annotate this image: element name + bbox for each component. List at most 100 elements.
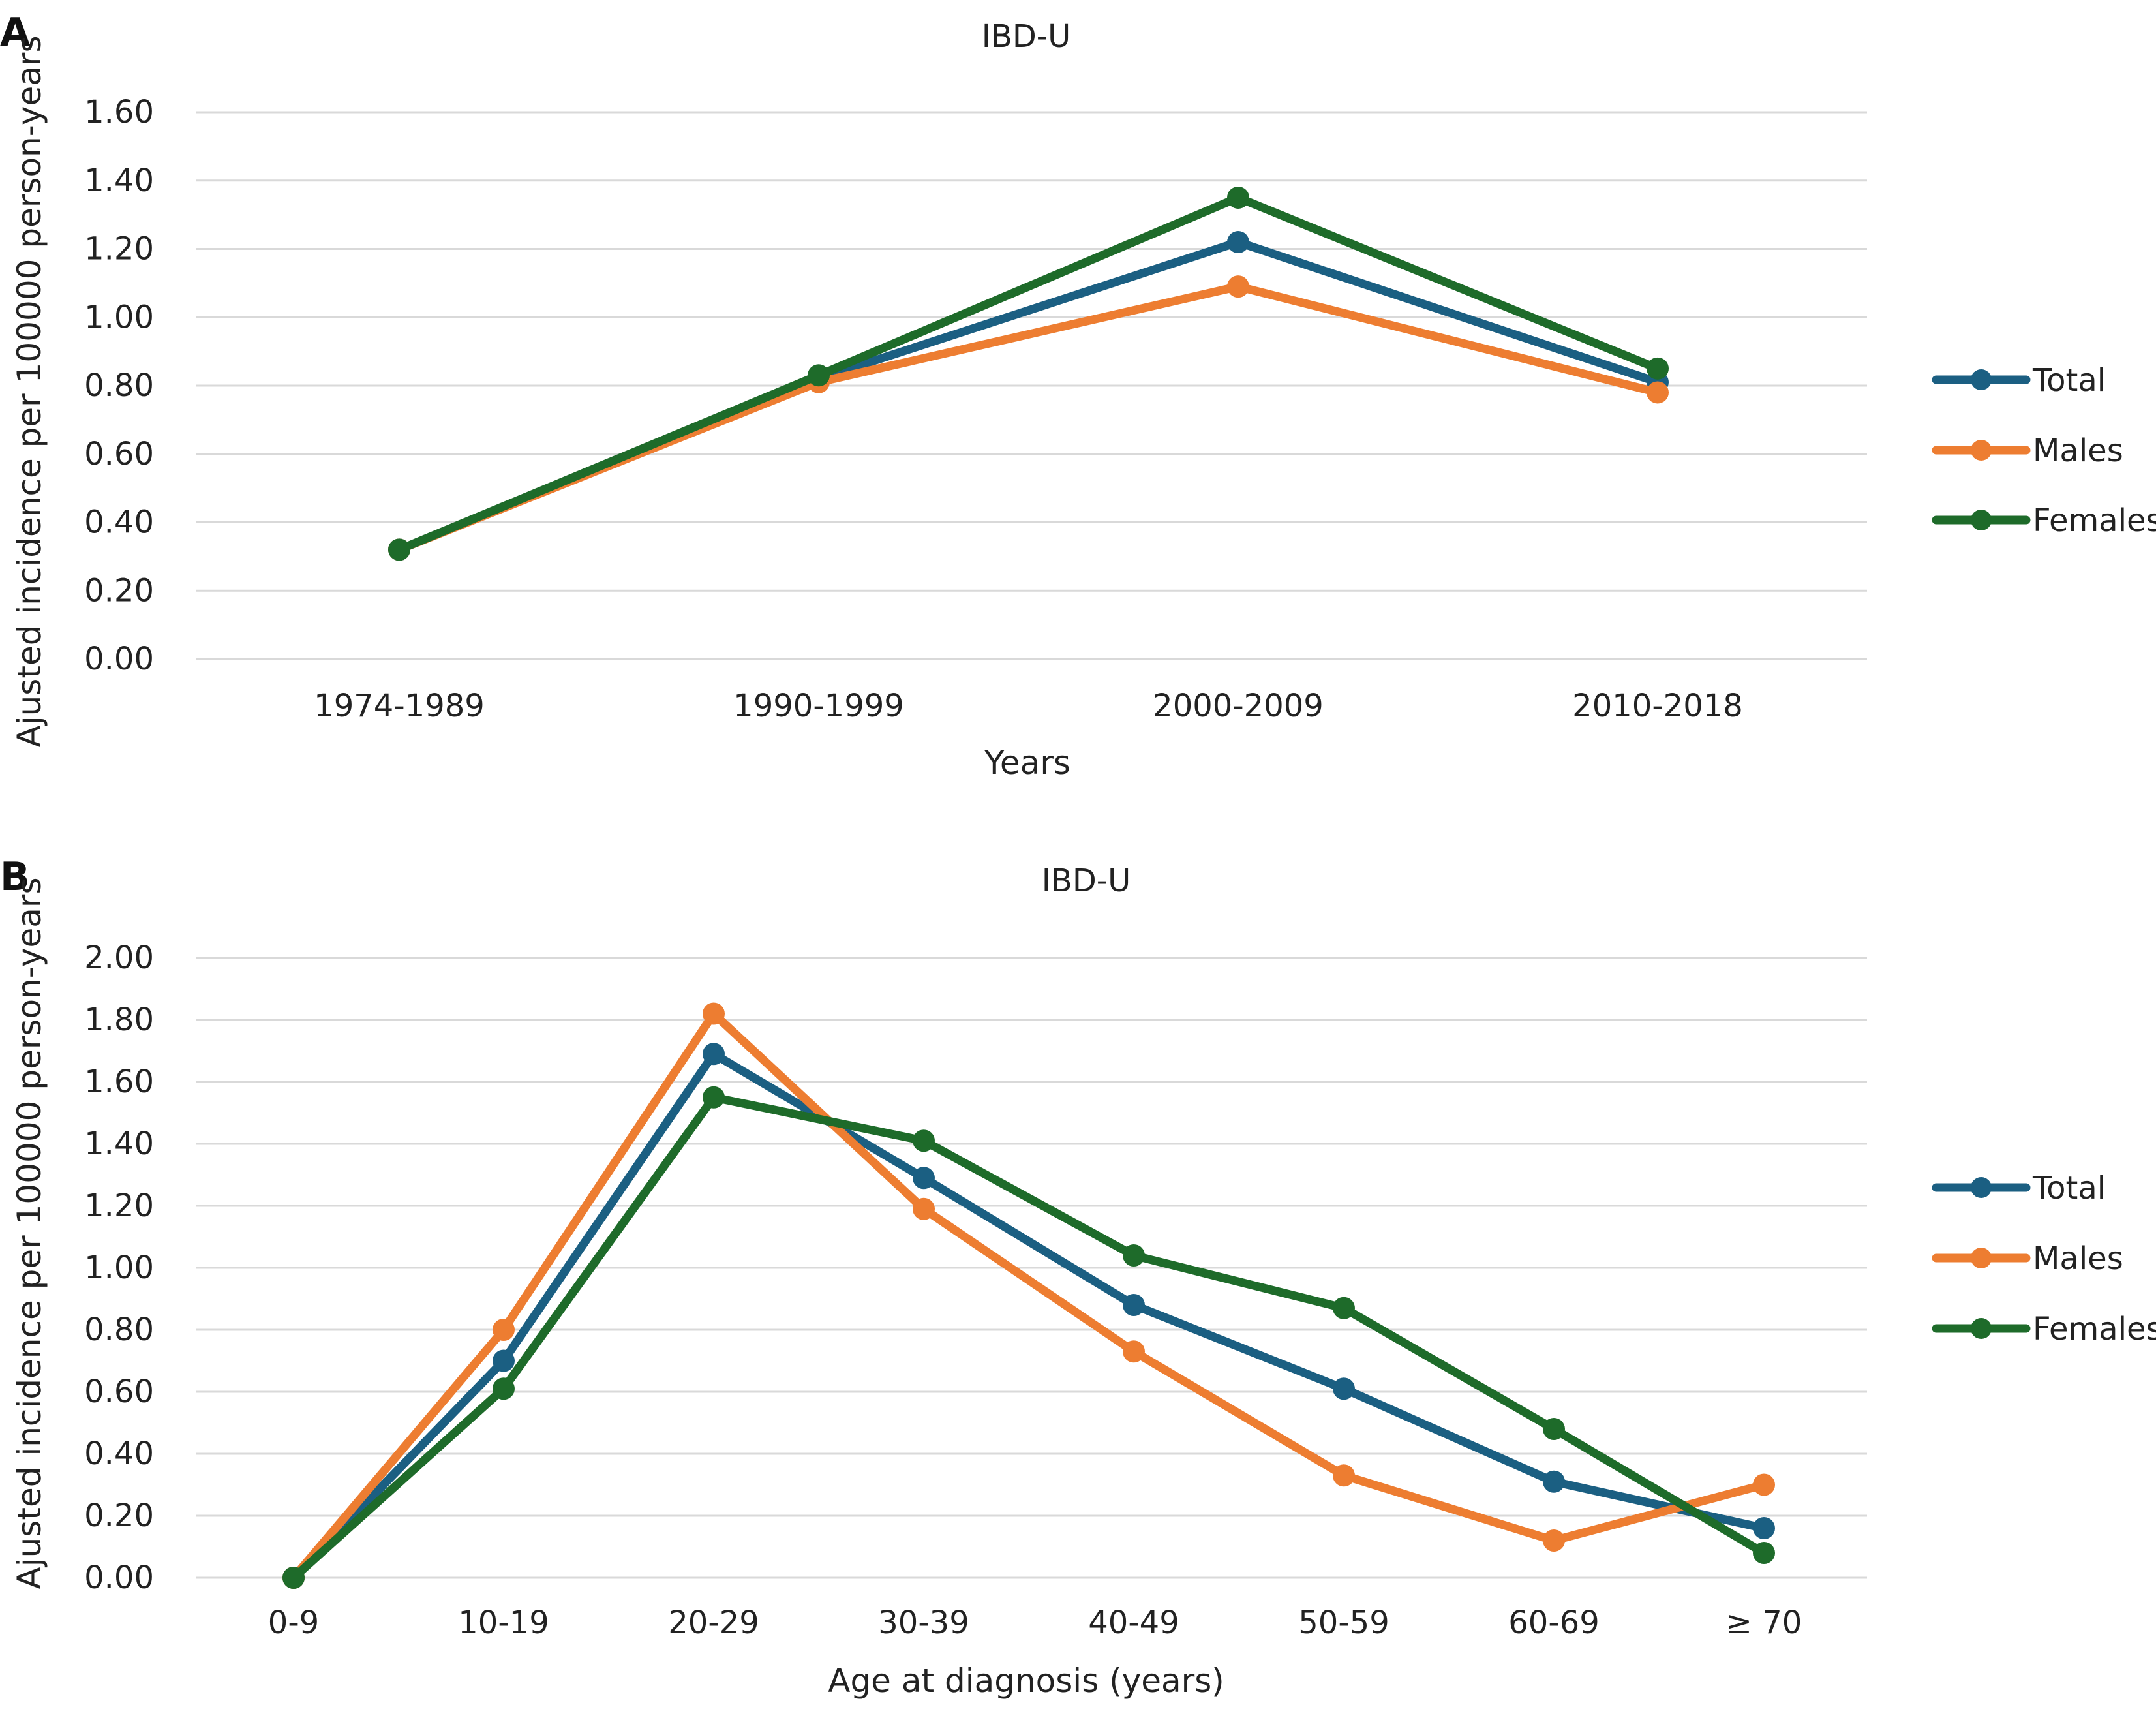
y-axis-title: Ajusted incidence per 100000 person-year… [10, 36, 48, 748]
y-tick-label: 1.00 [84, 299, 154, 335]
x-tick-label: 10-19 [458, 1605, 549, 1641]
y-tick-label: 1.60 [84, 1064, 154, 1100]
legend-label: Total [2032, 1170, 2106, 1206]
x-tick-label: 30-39 [878, 1605, 969, 1641]
data-point [1333, 1377, 1355, 1400]
legend-item-females: Females [1932, 502, 2156, 539]
data-point [913, 1197, 935, 1220]
y-tick-label: 0.40 [84, 1436, 154, 1472]
x-tick-label: 20-29 [668, 1605, 759, 1641]
y-tick-label: 2.00 [84, 940, 154, 976]
legend-label: Males [2033, 433, 2123, 469]
chart-title: IBD-U [1042, 863, 1131, 899]
data-point [1123, 1294, 1145, 1316]
legend-label: Total [2032, 362, 2106, 399]
x-axis-title: Age at diagnosis (years) [828, 1662, 1224, 1700]
y-axis-title: Ajusted incidence per 100000 person-year… [10, 878, 48, 1589]
legend-label: Females [2033, 502, 2156, 539]
legend-item-total: Total [1932, 1170, 2106, 1206]
data-point [1123, 1340, 1145, 1363]
legend-swatch-marker [1971, 440, 1992, 461]
y-tick-label: 0.80 [84, 1312, 154, 1348]
data-point [388, 538, 410, 561]
x-tick-label: 40-49 [1088, 1605, 1179, 1641]
y-tick-labels: 0.00 0.20 0.40 0.60 0.80 1.00 1.20 1.40 1.60 [84, 94, 154, 677]
y-tick-label: 1.40 [84, 162, 154, 199]
series-females [388, 186, 1669, 561]
data-point [1227, 231, 1249, 254]
data-point [1123, 1244, 1145, 1267]
data-point [493, 1377, 515, 1400]
legend-swatch-marker [1971, 1248, 1992, 1268]
data-point [1543, 1529, 1565, 1552]
y-tick-labels: 0.00 0.20 0.40 0.60 0.80 1.00 1.20 1.40 1.60 1.80… [84, 940, 154, 1596]
data-point [1227, 186, 1249, 209]
y-tick-label: 0.00 [84, 1559, 154, 1596]
chart-title: IBD-U [982, 18, 1071, 55]
legend-swatch-marker [1971, 1177, 1992, 1198]
series-females [282, 1086, 1775, 1589]
y-tick-label: 1.80 [84, 1002, 154, 1038]
legend: Total Males Females [1932, 362, 2156, 539]
data-point [1753, 1517, 1775, 1539]
legend-label: Males [2033, 1240, 2123, 1277]
y-tick-label: 1.20 [84, 1188, 154, 1224]
legend-item-males: Males [1932, 1240, 2123, 1277]
series-line [395, 193, 1662, 554]
data-point [1333, 1464, 1355, 1487]
y-tick-label: 0.20 [84, 1497, 154, 1534]
legend-label: Females [2033, 1311, 2156, 1347]
legend-swatch-marker [1971, 369, 1992, 390]
series-lines [388, 186, 1669, 561]
data-point [703, 1086, 725, 1109]
y-tick-label: 1.20 [84, 231, 154, 268]
legend-item-total: Total [1932, 362, 2106, 399]
x-tick-label: 2010-2018 [1572, 688, 1743, 724]
y-tick-label: 0.60 [84, 436, 154, 472]
data-point [808, 364, 830, 387]
data-point [703, 1002, 725, 1025]
legend-swatch-marker [1971, 510, 1992, 530]
x-tick-labels: 1974-1989 1990-1999 2000-2009 2010-2018 [314, 688, 1743, 724]
data-point [1647, 381, 1669, 404]
panel-b: B IBD-U Ajusted incidence per 100000 per… [0, 854, 2156, 1700]
data-point [913, 1167, 935, 1190]
x-tick-label: 1974-1989 [314, 688, 485, 724]
x-tick-label: 50-59 [1298, 1605, 1389, 1641]
panel-letter: A [0, 10, 31, 55]
x-tick-label: 1990-1999 [733, 688, 904, 724]
legend-item-females: Females [1932, 1311, 2156, 1347]
data-point [1543, 1470, 1565, 1493]
series-line [289, 1049, 1769, 1582]
data-point [1543, 1418, 1565, 1440]
data-point [282, 1567, 305, 1589]
data-point [493, 1319, 515, 1341]
x-tick-label: ≥ 70 [1726, 1605, 1802, 1641]
y-tick-label: 0.60 [84, 1374, 154, 1410]
y-tick-label: 1.00 [84, 1250, 154, 1286]
panel-a: A IBD-U Ajusted incidence per 100000 per… [0, 10, 2156, 782]
series-lines [282, 1002, 1775, 1589]
x-axis-title: Years [984, 744, 1070, 782]
y-tick-label: 1.60 [84, 94, 154, 131]
x-tick-label: 0-9 [268, 1605, 319, 1641]
legend: Total Males Females [1932, 1170, 2156, 1347]
legend-item-males: Males [1932, 433, 2123, 469]
panel-letter: B [0, 854, 30, 900]
y-tick-label: 1.40 [84, 1126, 154, 1162]
data-point [1753, 1542, 1775, 1564]
x-tick-label: 2000-2009 [1153, 688, 1324, 724]
y-tick-label: 0.40 [84, 504, 154, 541]
data-point [1753, 1473, 1775, 1496]
legend-swatch-marker [1971, 1318, 1992, 1339]
data-point [1227, 275, 1249, 298]
data-point [493, 1349, 515, 1372]
x-tick-label: 60-69 [1508, 1605, 1599, 1641]
data-point [703, 1043, 725, 1066]
x-tick-labels: 0-9 10-19 20-29 30-39 40-49 50-59 60-69 ≥ 70 [268, 1605, 1802, 1641]
gridlines [196, 111, 1867, 660]
y-tick-label: 0.00 [84, 641, 154, 677]
y-tick-label: 0.80 [84, 367, 154, 404]
